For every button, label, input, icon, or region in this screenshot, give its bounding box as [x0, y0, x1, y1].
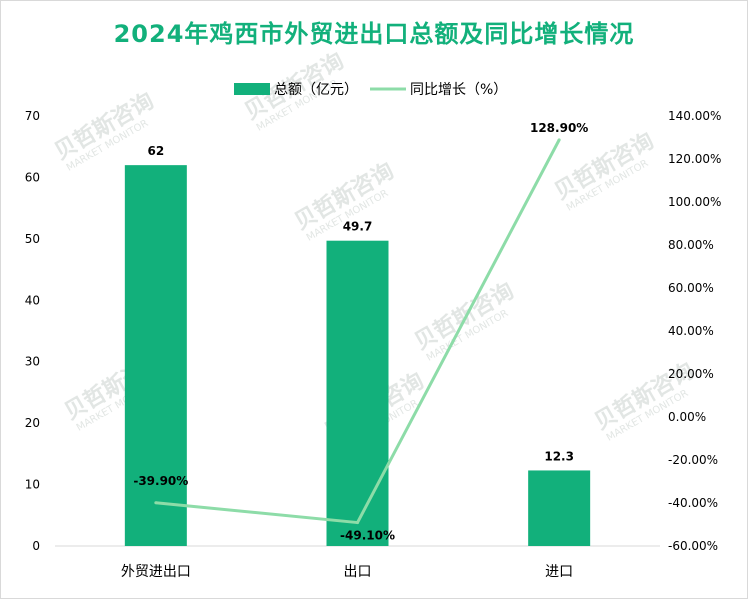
right-tick-label: 140.00%: [668, 109, 721, 123]
bar-value-label: 62: [147, 144, 164, 158]
bar: [326, 240, 389, 546]
right-tick-label: -40.00%: [668, 496, 718, 510]
right-tick-label: 40.00%: [668, 324, 714, 338]
legend-bar-swatch: [234, 83, 270, 95]
left-tick-label: 70: [25, 109, 40, 123]
right-tick-label: -20.00%: [668, 453, 718, 467]
left-tick-label: 10: [25, 478, 40, 492]
right-tick-label: -60.00%: [668, 539, 718, 553]
left-tick-label: 60: [25, 170, 40, 184]
growth-value-label: -39.90%: [133, 474, 188, 488]
growth-value-label: 128.90%: [530, 121, 588, 135]
bar: [124, 165, 187, 546]
right-tick-label: 100.00%: [668, 195, 721, 209]
bars: [124, 165, 591, 546]
right-tick-label: 0.00%: [668, 410, 706, 424]
bar: [528, 470, 591, 546]
legend: 总额（亿元） 同比增长（%）: [234, 82, 507, 98]
right-tick-label: 20.00%: [668, 367, 714, 381]
growth-value-label: -49.10%: [340, 529, 395, 543]
left-tick-label: 0: [32, 539, 40, 553]
growth-line: [154, 138, 561, 525]
left-tick-label: 20: [25, 416, 40, 430]
growth-point: [154, 501, 158, 505]
bar-value-label: 12.3: [544, 449, 574, 463]
left-tick-label: 30: [25, 355, 40, 369]
right-tick-label: 80.00%: [668, 238, 714, 252]
chart-title: 2024年鸡西市外贸进出口总额及同比增长情况: [113, 20, 635, 48]
legend-line-label: 同比增长（%）: [410, 82, 507, 98]
category-label: 进口: [545, 564, 573, 580]
bar-value-label: 49.7: [343, 220, 373, 234]
data-labels: 62 49.7 12.3 -39.90% -49.10% 128.90%: [133, 121, 588, 543]
growth-point: [356, 521, 359, 525]
left-tick-label: 40: [25, 293, 40, 307]
category-label: 出口: [344, 564, 372, 580]
legend-bar-label: 总额（亿元）: [274, 82, 358, 98]
right-tick-label: 60.00%: [668, 281, 714, 295]
right-tick-label: 120.00%: [668, 152, 721, 166]
growth-point: [557, 138, 561, 142]
left-tick-label: 50: [25, 232, 40, 246]
category-label: 外贸进出口: [121, 564, 191, 580]
axes: 0 10 20 30 40 50 60 70 -60.00% -40.00% -20.00% 0.00…: [25, 109, 722, 580]
